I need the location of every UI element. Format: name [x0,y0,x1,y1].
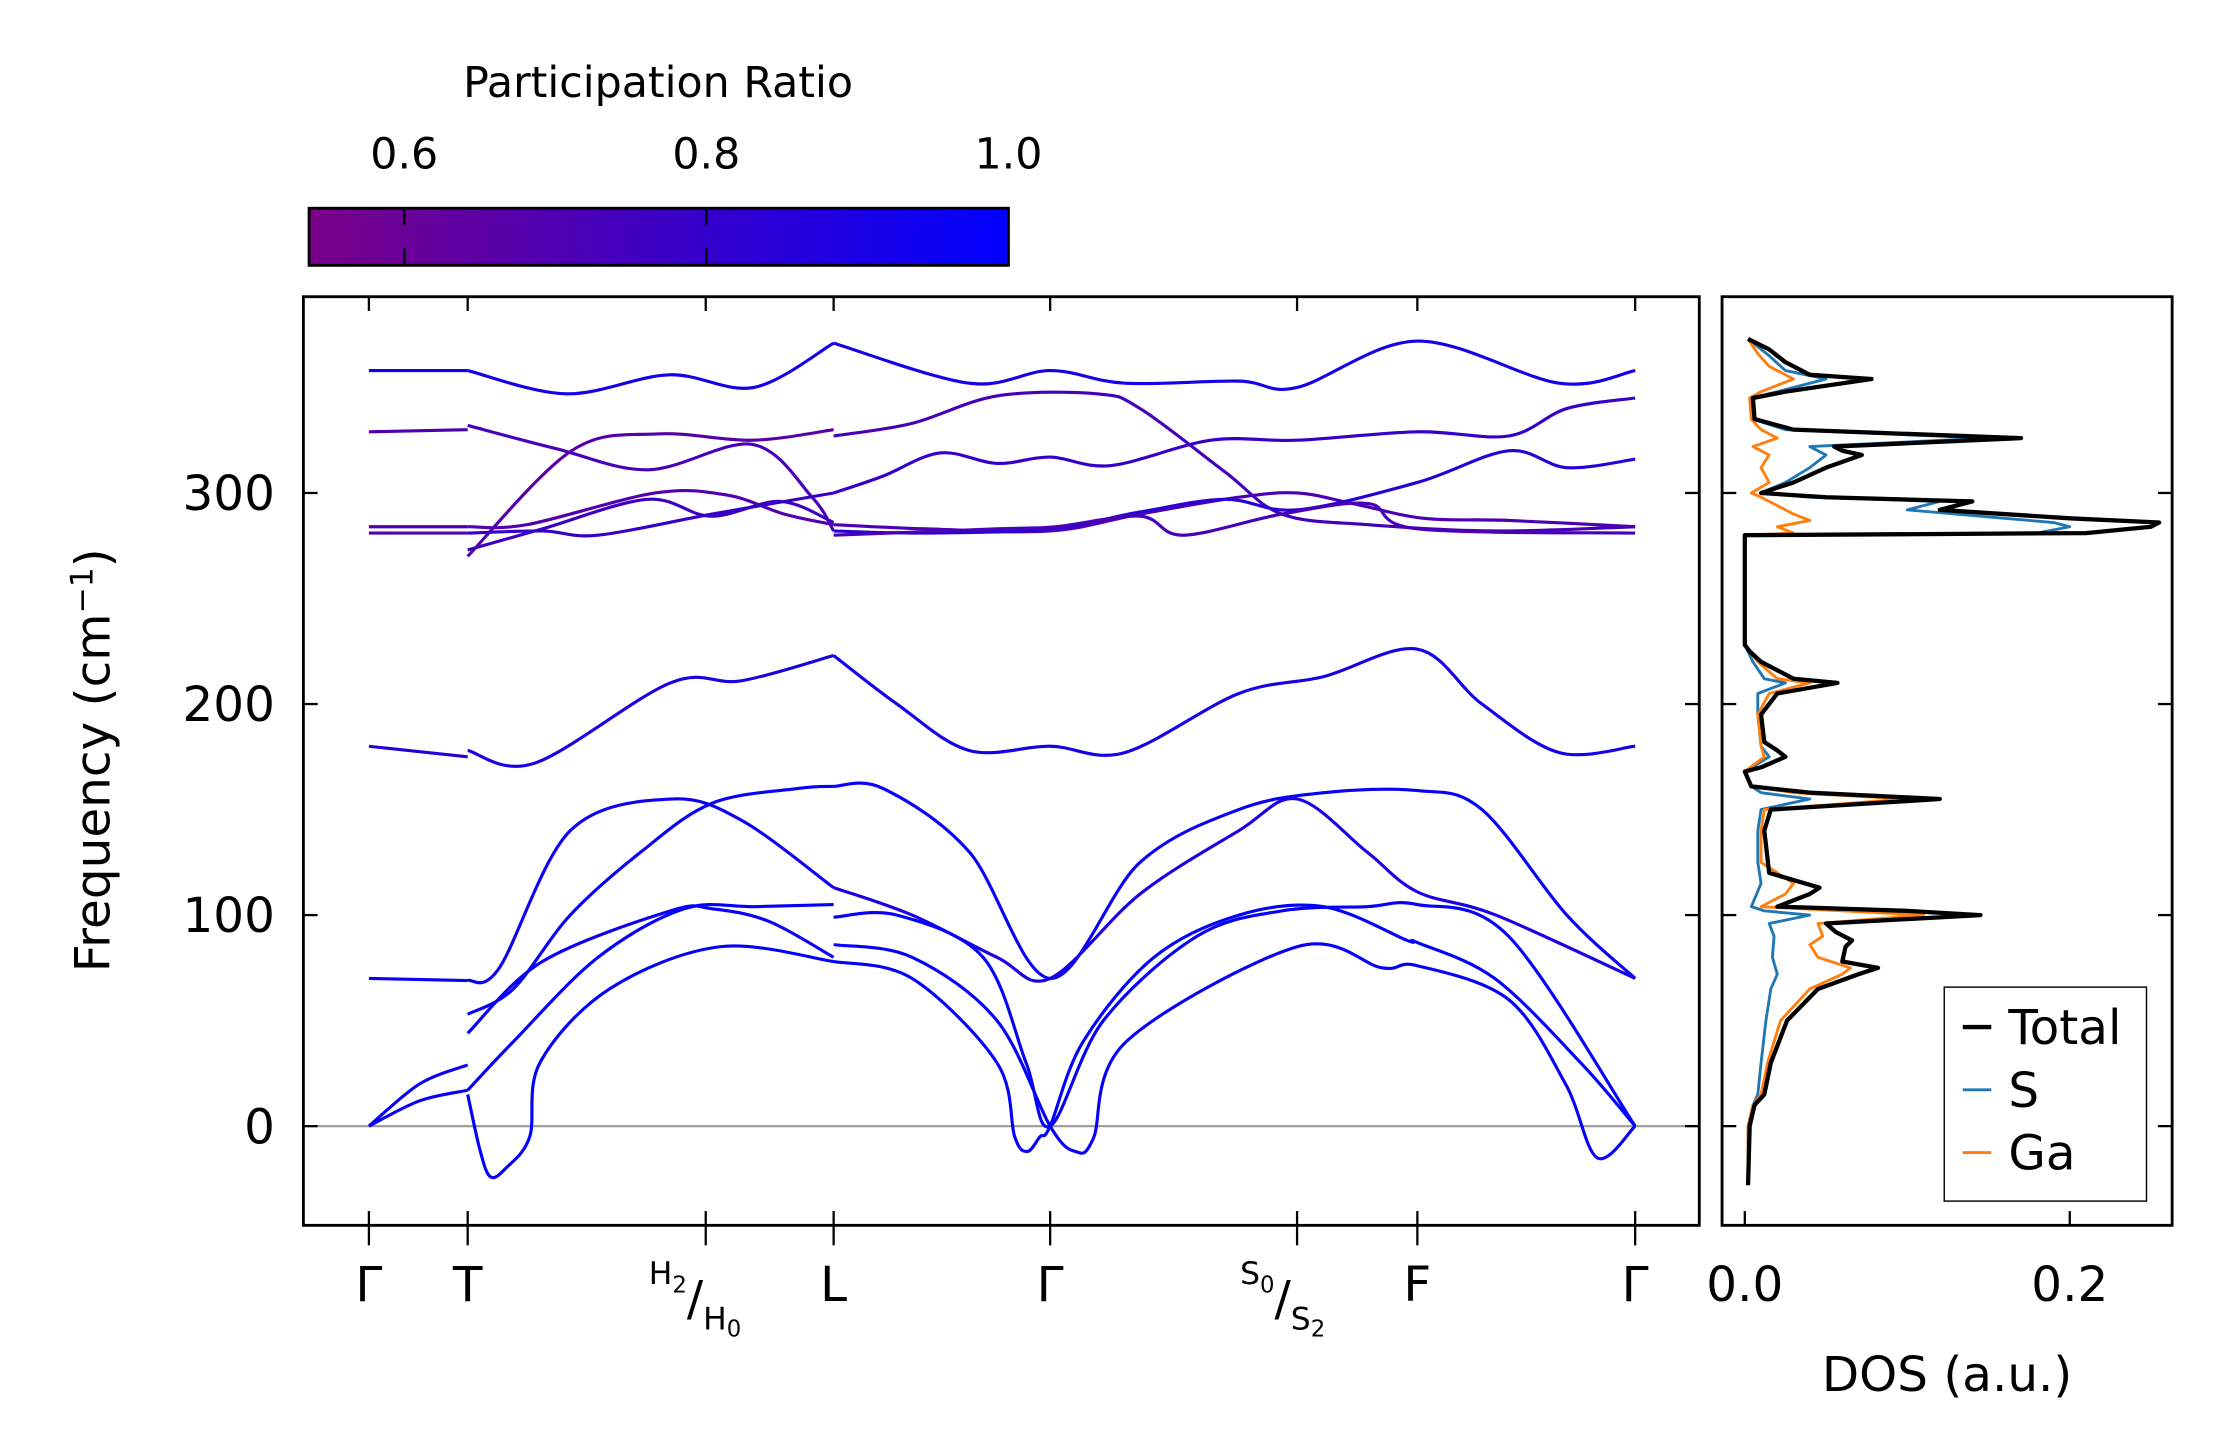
dos-x-tick-label: 0.2 [2031,1257,2108,1313]
y-axis-label-sup: −1 [65,567,101,613]
dos-ticks: 0.0 0.2 [1706,491,2173,1313]
phonon-band [368,976,468,983]
x-tick-label: F [1403,1257,1431,1313]
phonon-band [467,488,834,530]
x-tick-label: Γ [1037,1257,1064,1313]
y-axis-label-text: Frequency (cm [66,614,122,973]
phonon-band [833,781,1637,980]
phonon-band [833,339,1636,392]
y-tick-label: 300 [182,466,274,522]
y-tick-label: 0 [244,1099,275,1155]
colorbar-tick-label: 0.8 [672,129,740,179]
phonon-band [466,944,834,1180]
x-tick-label: Γ [1622,1257,1649,1313]
phonon-band [833,942,1637,1161]
main-axes-frame [301,295,1701,1227]
dos-axes-frame [1720,295,2174,1227]
band-plot: 0 100 200 300 Γ T H2/H0 L Γ S0/S2 F Γ [182,295,1701,1343]
phonon-band [466,428,834,558]
phonon-band [833,903,1637,1154]
x-tick-label: L [820,1257,847,1313]
phonon-band [368,1088,469,1128]
legend-label-s: S [2008,1063,2039,1119]
phonon-band [368,744,468,759]
legend-frame [1943,986,2148,1202]
phonon-band [367,1063,469,1128]
phonon-band [466,902,834,1092]
colorbar [307,206,1010,267]
main-ticks: 0 100 200 300 Γ T H2/H0 L Γ S0/S2 F Γ [182,296,1700,1343]
legend: Total S Ga [1943,986,2148,1202]
x-tick-label: T [452,1257,483,1313]
dos-line-ga [1743,338,1925,1186]
phonon-band [833,390,1636,533]
legend-label-ga: Ga [2008,1126,2075,1182]
y-tick-label: 100 [182,888,274,944]
phonon-band [833,901,1637,1129]
phonon-band [832,647,1636,757]
y-tick-label: 200 [182,677,274,733]
phonon-band [467,797,835,985]
dos-x-tick-label: 0.0 [1706,1257,1783,1313]
phonon-band [467,423,835,532]
dos-lines [1742,337,2162,1186]
bands [367,339,1637,1180]
phonon-band [833,449,1636,535]
phonon-band [467,341,835,396]
colorbar-tick-label: 0.6 [370,129,438,179]
phonon-band [467,653,835,768]
phonon-band [833,501,1636,537]
x-tick-label: Γ [355,1257,382,1313]
dos-plot: 0.0 0.2 Total S Ga [1706,295,2174,1313]
y-axis-label: Frequency (cm−1) [65,548,122,972]
dos-x-axis-label: DOS (a.u.) [1822,1347,2072,1403]
phonon-band [833,396,1636,495]
colorbar-ticks: 0.6 0.8 1.0 [370,129,1042,266]
x-tick-label: H2/H0 [649,1256,741,1343]
phonon-band [467,491,834,538]
x-tick-label: S0/S2 [1240,1256,1325,1343]
phonon-band [466,904,835,1035]
colorbar-tick-label: 1.0 [974,129,1042,179]
colorbar-label: Participation Ratio [463,58,853,108]
phonon-band [466,784,834,1016]
dos-line-total [1742,337,2162,1186]
phonon-band [368,428,468,434]
phonon-band [833,797,1636,983]
legend-label-total: Total [2007,1000,2121,1056]
y-axis-label-close: ) [66,548,122,567]
